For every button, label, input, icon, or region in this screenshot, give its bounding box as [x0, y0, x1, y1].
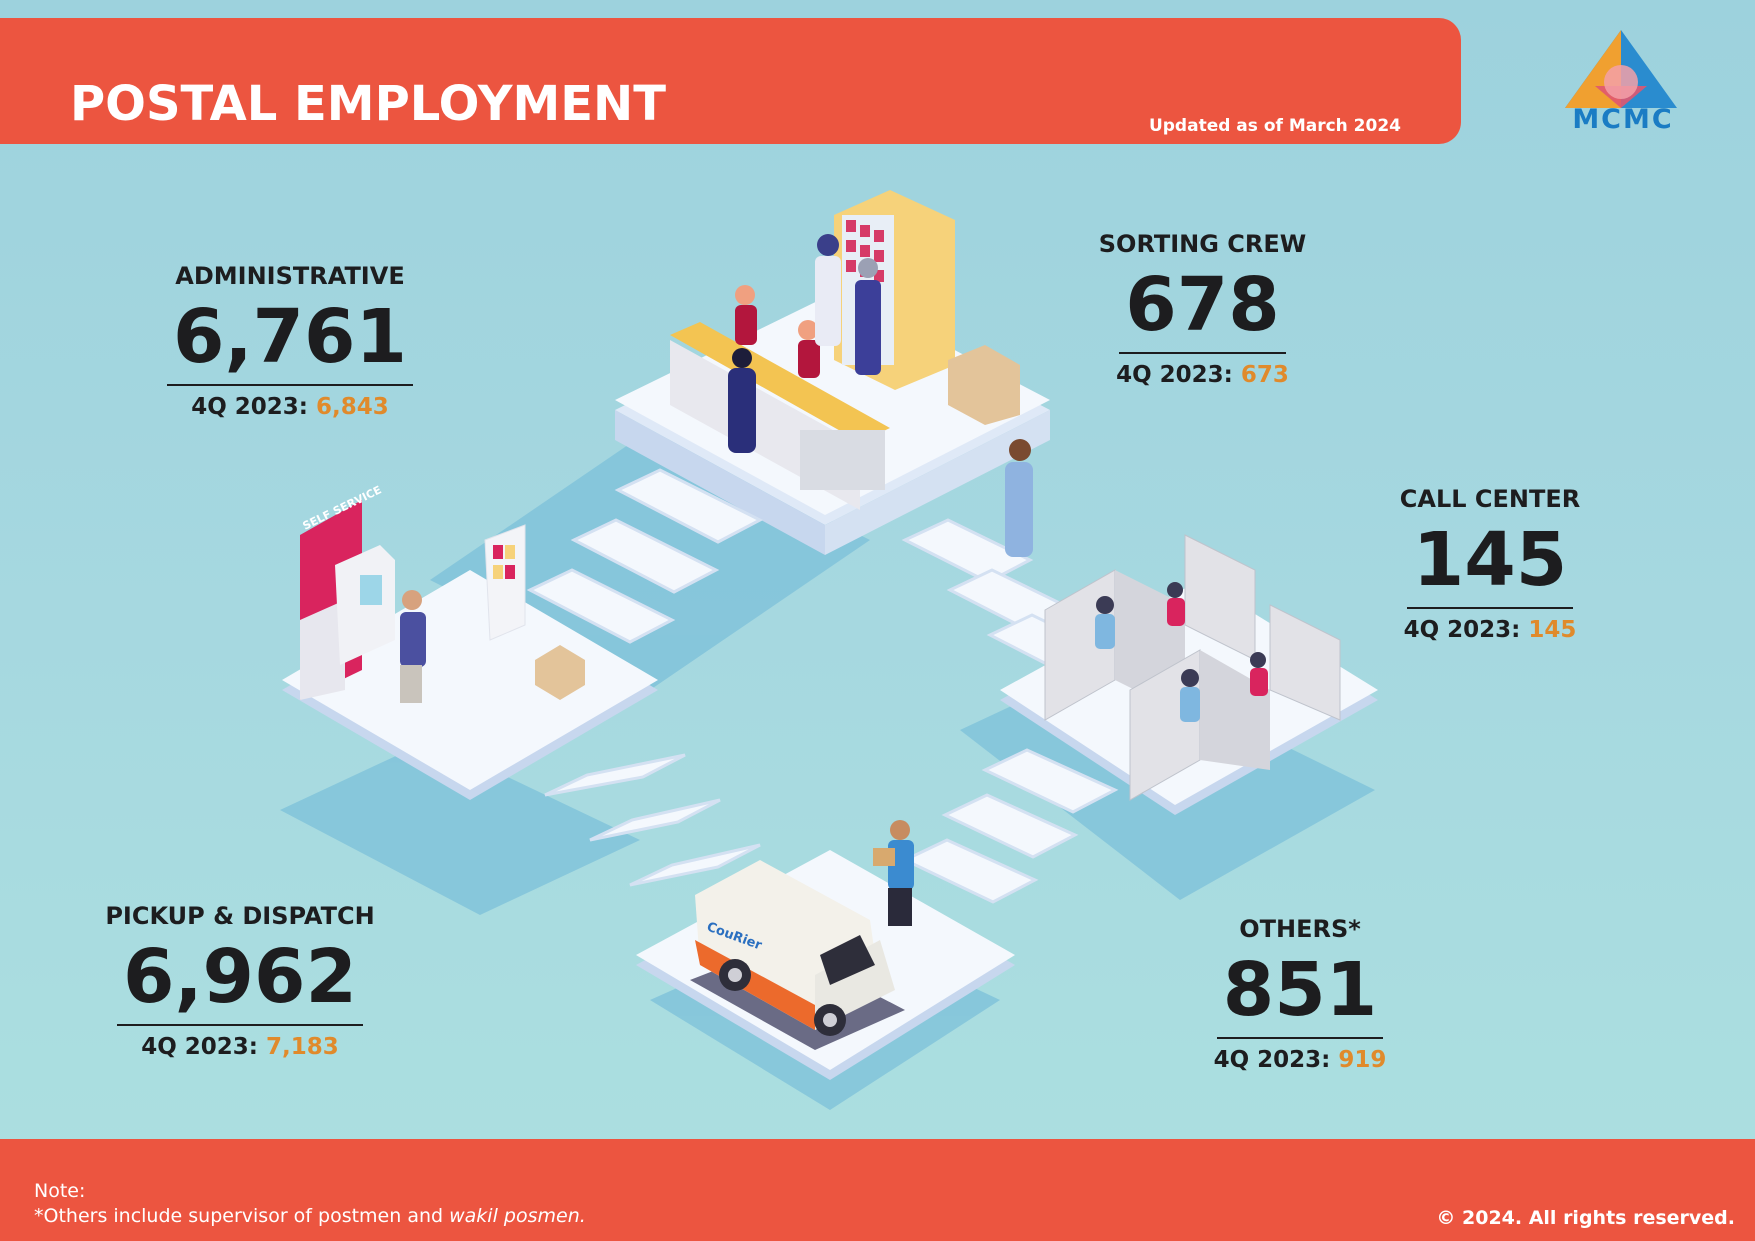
stat-previous: 4Q 2023: 6,843	[150, 394, 430, 420]
stat-pickup-dispatch: PICKUP & DISPATCH 6,962 4Q 2023: 7,183	[100, 902, 380, 1060]
prev-label: 4Q 2023:	[1116, 362, 1233, 388]
courier-van	[690, 820, 914, 1050]
stat-administrative: ADMINISTRATIVE 6,761 4Q 2023: 6,843	[150, 262, 430, 420]
prev-value: 673	[1240, 362, 1289, 388]
prev-value: 145	[1528, 617, 1577, 643]
call-center-cubicles	[1044, 534, 1341, 801]
stat-value: 145	[1406, 517, 1574, 609]
stat-previous: 4Q 2023: 145	[1390, 617, 1590, 643]
stat-label: CALL CENTER	[1399, 485, 1581, 513]
stat-sorting-crew: SORTING CREW 678 4Q 2023: 673	[1070, 230, 1335, 388]
note-text: *Others include supervisor of postmen an…	[34, 1205, 444, 1227]
self-service-kiosk	[300, 500, 585, 703]
stat-value: 678	[1119, 262, 1286, 354]
stat-previous: 4Q 2023: 673	[1070, 362, 1335, 388]
note-italic: wakil posmen.	[449, 1205, 586, 1227]
stat-value: 851	[1216, 947, 1384, 1039]
stat-label: PICKUP & DISPATCH	[105, 902, 375, 930]
stat-others: OTHERS* 851 4Q 2023: 919	[1200, 915, 1400, 1073]
updated-date: Updated as of March 2024	[1148, 116, 1401, 136]
mcmc-logo-icon	[1565, 30, 1677, 108]
prev-value: 6,843	[316, 394, 389, 420]
header-banner: POSTAL EMPLOYMENT Updated as of March 20…	[0, 18, 1461, 144]
stat-value: 6,761	[166, 294, 414, 386]
note-title: Note:	[34, 1180, 86, 1202]
prev-label: 4Q 2023:	[1403, 617, 1521, 643]
logo-text: MCMC	[1572, 104, 1674, 135]
stat-label: SORTING CREW	[1098, 230, 1307, 258]
page-title: POSTAL EMPLOYMENT	[70, 76, 666, 132]
prev-value: 7,183	[266, 1034, 339, 1060]
footer-banner: Note: *Others include supervisor of post…	[0, 1139, 1755, 1241]
prev-value: 919	[1338, 1047, 1387, 1073]
footer-note: Note: *Others include supervisor of post…	[34, 1179, 586, 1229]
stat-previous: 4Q 2023: 919	[1200, 1047, 1400, 1073]
prev-label: 4Q 2023:	[191, 394, 308, 420]
copyright: © 2024. All rights reserved.	[1436, 1207, 1735, 1229]
stat-label: OTHERS*	[1239, 915, 1361, 943]
stat-value: 6,962	[116, 934, 364, 1026]
people-admin	[728, 234, 1033, 557]
stat-call-center: CALL CENTER 145 4Q 2023: 145	[1390, 485, 1590, 643]
stat-previous: 4Q 2023: 7,183	[100, 1034, 380, 1060]
stat-label: ADMINISTRATIVE	[175, 262, 405, 290]
prev-label: 4Q 2023:	[1213, 1047, 1331, 1073]
prev-label: 4Q 2023:	[141, 1034, 258, 1060]
